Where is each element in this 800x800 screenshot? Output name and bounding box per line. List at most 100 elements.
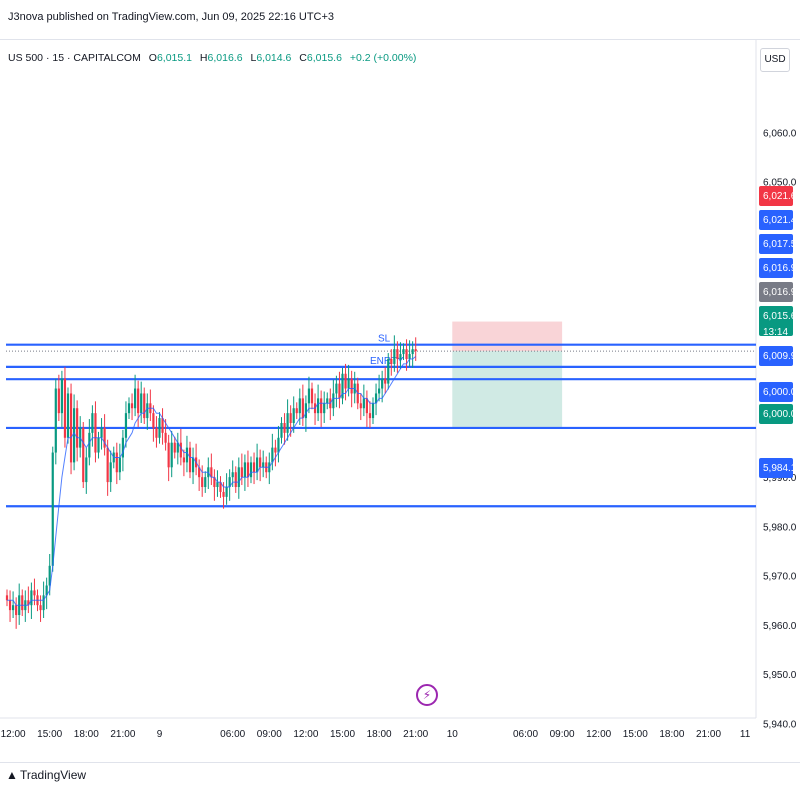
price-tag [759,306,793,326]
candle-body [298,398,301,414]
candle-body [301,398,304,419]
price-tag [759,322,793,336]
candle-body [152,413,155,428]
price-tag-label: 6,000.0 [763,409,797,420]
candle-body [54,388,57,453]
candle-body [274,447,277,453]
candle-body [234,472,237,488]
candle-body [188,447,192,473]
candle-body [118,457,121,473]
candle-body [66,393,70,438]
candle-body [307,388,311,404]
candle-body [12,605,15,611]
candle-body [228,477,231,488]
x-tick-label: 9 [157,729,163,740]
candle-body [63,378,67,438]
candle-body [100,427,103,438]
candle-body [210,467,213,478]
candle-body [191,457,195,473]
x-tick-label: 10 [447,729,459,740]
x-tick-label: 15:00 [623,729,648,740]
candle-body [109,462,112,483]
candle-body [170,442,173,468]
price-tag [759,210,793,230]
candle-body [408,354,411,359]
candle-body [262,462,265,468]
x-tick-label: 12:00 [293,729,318,740]
price-tag-label: 6,021.6 [763,191,797,202]
candle-body [103,427,106,448]
candle-body [378,388,381,394]
candle-body [33,590,36,596]
candle-body [73,408,76,463]
candle-body [204,477,207,488]
close-value: 6,015.6 [306,52,342,64]
candle-body [332,393,335,409]
y-tick-label: 5,950.0 [763,670,797,681]
candle-body [69,393,73,463]
candle-body [39,605,42,611]
candle-body [97,437,100,453]
candle-body [173,442,176,453]
candle-body [390,358,393,364]
candle-body [143,393,146,419]
candle-body [384,378,387,384]
candle-body [246,462,250,478]
x-tick-label: 09:00 [550,729,575,740]
change-value: +0.2 (+0.00%) [349,52,417,64]
candle-body [182,457,185,463]
stop-loss-zone [452,321,563,352]
candle-body [42,595,45,611]
candle-body [176,442,179,453]
candle-body [393,349,396,364]
symbol-name[interactable]: US 500 · 15 · CAPITALCOM [8,52,141,64]
candle-body [8,600,12,611]
line-label-enrty: ENRTY [370,356,404,367]
price-chart[interactable]: SL ENRTY 6,060.0 6,050.0 5,990.0 5,980.0 5,970… [0,0,800,762]
candle-body [85,457,88,483]
currency-button[interactable]: USD [760,48,790,72]
candle-body [280,423,283,438]
candle-body [271,447,274,463]
candle-body [91,413,94,433]
candle-body [310,388,314,404]
publish-header: J3nova published on TradingView.com, Jun… [0,0,800,40]
y-tick-label: 6,060.0 [763,128,797,139]
low-label: L [250,52,257,64]
x-tick-label: 18:00 [659,729,684,740]
footer-brand: TradingView [20,768,87,782]
y-tick-label: 5,940.0 [763,719,797,730]
low-value: 6,014.6 [256,52,292,64]
candle-body [402,349,405,355]
footer [0,762,800,800]
x-tick-label: 21:00 [696,729,721,740]
x-tick-label: 15:00 [330,729,355,740]
candle-body [5,595,9,601]
candle-body [130,403,134,409]
candle-body [350,378,353,394]
candle-body [57,388,60,414]
candle-body [45,585,48,596]
candle-body [167,442,170,468]
candle-body [201,477,204,488]
price-tag-label: 5,984.1 [763,463,797,474]
candle-body [146,403,149,419]
lightning-icon[interactable]: ⚡ [416,684,438,706]
candle-body [240,467,243,478]
publish-line: J3nova published on TradingView.com, Jun… [8,11,335,23]
candle-body [82,427,85,483]
candle-body [222,491,225,497]
candle-body [399,354,402,359]
take-profit-zone [452,351,563,428]
candle-body [256,457,259,473]
y-tick-label: 5,990.0 [763,473,797,484]
candle-body [405,349,408,359]
price-tag-label: 6,021.4 [763,215,797,226]
x-tick-label: 15:00 [37,729,62,740]
x-tick-label: 06:00 [513,729,538,740]
candle-body [124,413,128,438]
candle-body [48,565,51,586]
x-tick-label: 21:00 [403,729,428,740]
price-tag [759,404,793,424]
x-tick-label: 18:00 [74,729,99,740]
